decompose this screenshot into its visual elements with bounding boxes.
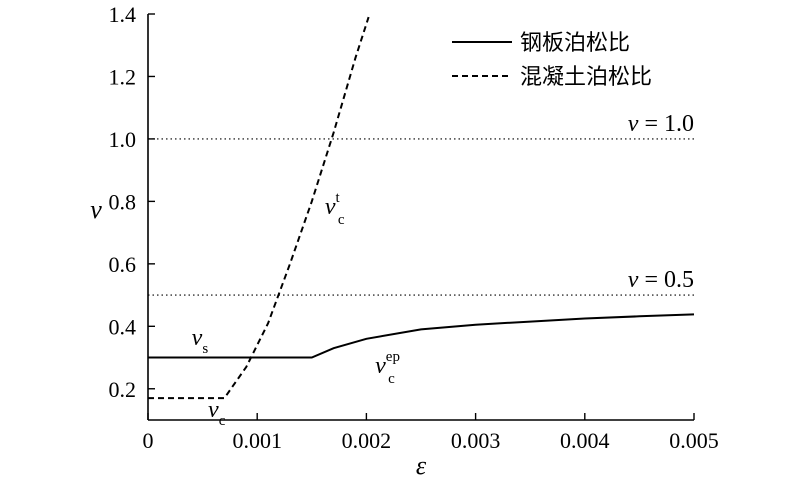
legend: 钢板泊松比 混凝土泊松比 xyxy=(452,31,652,90)
legend-label-steel: 钢板泊松比 xyxy=(520,31,630,56)
annotation-vs: νs xyxy=(192,325,209,357)
x-tick-label: 0.003 xyxy=(451,428,501,453)
y-tick-label: 1.0 xyxy=(109,127,137,152)
y-ticks: 0.2 0.4 0.6 0.8 1.0 1.2 1.4 xyxy=(109,2,155,402)
annotation-vct: νt c xyxy=(325,190,345,228)
x-tick-label: 0 xyxy=(143,428,154,453)
y-tick-label: 0.8 xyxy=(109,189,137,214)
series-line-steel xyxy=(148,313,695,359)
x-tick-label: 0.002 xyxy=(342,428,392,453)
y-tick-label: 0.6 xyxy=(109,252,137,277)
annotation-vc: νc xyxy=(208,397,226,429)
x-axis-title: ε xyxy=(416,451,427,480)
y-tick-label: 1.4 xyxy=(109,2,137,27)
x-tick-label: 0.005 xyxy=(669,428,719,453)
y-tick-label: 0.2 xyxy=(109,377,137,402)
x-tick-label: 0.004 xyxy=(560,428,610,453)
reference-line-label: ν = 1.0 xyxy=(628,111,694,137)
annotation-vcep: νep c xyxy=(375,349,400,387)
y-tick-label: 0.4 xyxy=(109,314,137,339)
x-ticks: 0 0.001 0.002 0.003 0.004 0.005 xyxy=(143,413,719,453)
x-tick-label: 0.001 xyxy=(232,428,282,453)
reference-lines: ν = 1.0 ν = 0.5 xyxy=(148,111,694,296)
y-tick-label: 1.2 xyxy=(109,64,137,89)
reference-line-label: ν = 0.5 xyxy=(628,267,694,293)
legend-label-concrete: 混凝土泊松比 xyxy=(520,65,652,90)
series-lines xyxy=(148,16,695,400)
curve-annotations: νs νt c νep c νc xyxy=(192,190,400,429)
axes xyxy=(147,14,694,421)
y-axis-title: ν xyxy=(90,195,102,224)
